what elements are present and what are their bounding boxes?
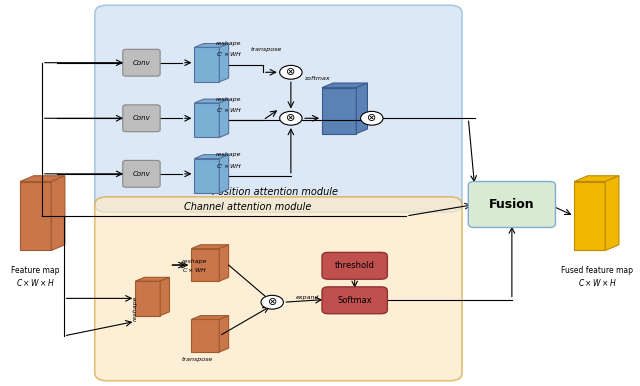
Polygon shape — [20, 176, 65, 181]
Text: ⊗: ⊗ — [286, 67, 296, 77]
Polygon shape — [574, 181, 605, 251]
Text: transpose: transpose — [250, 47, 282, 52]
Text: reshape: reshape — [216, 96, 242, 102]
Text: reshape: reshape — [182, 259, 207, 264]
Text: expand: expand — [295, 295, 319, 300]
Polygon shape — [195, 47, 220, 82]
Text: $C'\times WH$: $C'\times WH$ — [216, 51, 243, 59]
Polygon shape — [191, 316, 228, 320]
Text: reshape: reshape — [216, 152, 242, 157]
Text: $C\times WH$: $C\times WH$ — [182, 266, 207, 274]
Polygon shape — [195, 159, 220, 193]
Text: Position attention module: Position attention module — [212, 187, 339, 197]
FancyBboxPatch shape — [123, 161, 160, 187]
Text: threshold: threshold — [335, 261, 374, 270]
Polygon shape — [135, 277, 170, 281]
Text: Fused feature map: Fused feature map — [561, 266, 633, 275]
Text: reshape: reshape — [216, 41, 242, 46]
FancyBboxPatch shape — [95, 5, 462, 212]
Circle shape — [360, 112, 383, 125]
Polygon shape — [322, 83, 367, 88]
Polygon shape — [220, 245, 228, 281]
Polygon shape — [195, 103, 220, 137]
Text: softmax: softmax — [305, 76, 330, 81]
Polygon shape — [574, 176, 619, 181]
Text: ⊗: ⊗ — [286, 113, 296, 123]
Polygon shape — [195, 155, 228, 159]
FancyBboxPatch shape — [322, 252, 387, 279]
Polygon shape — [322, 88, 356, 134]
Polygon shape — [191, 245, 228, 249]
Polygon shape — [160, 277, 170, 316]
Polygon shape — [191, 249, 220, 281]
Polygon shape — [135, 281, 160, 316]
Text: Conv: Conv — [132, 115, 150, 121]
Text: ⊗: ⊗ — [367, 113, 376, 123]
Polygon shape — [220, 99, 228, 137]
Polygon shape — [20, 181, 51, 251]
Text: Fusion: Fusion — [489, 198, 534, 211]
Text: reshape: reshape — [132, 296, 138, 322]
Circle shape — [261, 295, 284, 309]
Circle shape — [280, 65, 302, 79]
Circle shape — [280, 112, 302, 125]
FancyBboxPatch shape — [123, 49, 160, 76]
Text: Conv: Conv — [132, 60, 150, 66]
Polygon shape — [195, 44, 228, 47]
Polygon shape — [220, 155, 228, 193]
Polygon shape — [220, 44, 228, 82]
Text: ⊗: ⊗ — [268, 297, 277, 307]
Polygon shape — [51, 176, 65, 251]
Text: Conv: Conv — [132, 171, 150, 177]
Text: $C\times W\times H$: $C\times W\times H$ — [16, 277, 55, 288]
Polygon shape — [191, 320, 220, 352]
Text: Softmax: Softmax — [337, 296, 372, 305]
Text: Feature map: Feature map — [12, 266, 60, 275]
Polygon shape — [605, 176, 619, 251]
FancyBboxPatch shape — [95, 197, 462, 381]
Text: Channel attention module: Channel attention module — [184, 202, 311, 212]
Text: $C'\times WH$: $C'\times WH$ — [216, 162, 243, 171]
Polygon shape — [220, 316, 228, 352]
FancyBboxPatch shape — [322, 287, 387, 314]
FancyBboxPatch shape — [123, 105, 160, 132]
Polygon shape — [195, 99, 228, 103]
FancyBboxPatch shape — [468, 181, 556, 227]
Text: $C'\times WH$: $C'\times WH$ — [216, 106, 243, 115]
Text: transpose: transpose — [182, 357, 213, 362]
Polygon shape — [356, 83, 367, 134]
Text: $C\times W\times H$: $C\times W\times H$ — [578, 277, 617, 288]
